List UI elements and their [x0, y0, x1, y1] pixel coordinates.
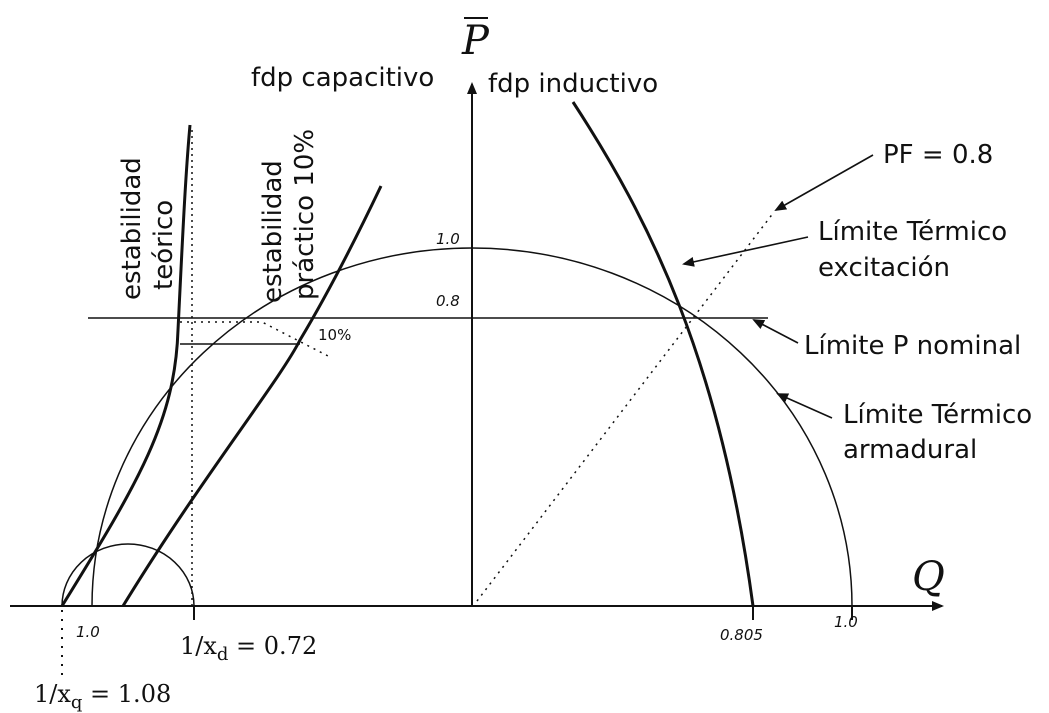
- practical-stability-curve: [121, 185, 383, 607]
- pf-line: [476, 211, 775, 602]
- p-axis-label: P: [461, 18, 490, 64]
- arrow-pf: [774, 154, 874, 211]
- arrow-armadural: [776, 393, 833, 419]
- svg-text:estabilidad: estabilidad: [258, 160, 288, 303]
- svg-text:práctico 10%: práctico 10%: [290, 129, 320, 300]
- estabilidad-practico-label: estabilidad práctico 10%: [258, 129, 320, 303]
- arrow-excitacion: [682, 236, 809, 267]
- tick-q-1-0-right: 1.0: [834, 613, 858, 631]
- xd-label: 1/xd = 0.72: [180, 632, 317, 665]
- tick-p-1-0: 1.0: [436, 230, 460, 248]
- stability-small-circle: [61, 543, 195, 607]
- excitation-limit-curve: [571, 101, 755, 607]
- xq-label: 1/xq = 1.08: [34, 680, 171, 713]
- armadural-label-line2: armadural: [843, 435, 977, 465]
- q-axis-label: Q: [912, 554, 945, 600]
- armature-limit-arc: [91, 247, 853, 607]
- svg-text:estabilidad: estabilidad: [117, 157, 147, 300]
- ten-percent-dotted-triangle: [180, 321, 329, 357]
- fdp-capacitivo-label: fdp capacitivo: [251, 63, 434, 93]
- pf-label: PF = 0.8: [883, 140, 993, 170]
- tick-p-0-8: 0.8: [436, 292, 460, 310]
- excitacion-label-line2: excitación: [818, 253, 950, 283]
- theoretical-stability-curve: [60, 124, 192, 607]
- excitacion-label-line1: Límite Térmico: [818, 217, 1007, 247]
- ten-percent-label: 10%: [318, 326, 351, 344]
- armadural-label-line1: Límite Térmico: [843, 400, 1032, 430]
- p-nominal-label: Límite P nominal: [804, 331, 1021, 361]
- tick-q-1-0-left: 1.0: [76, 623, 100, 641]
- estabilidad-teorico-label: estabilidad teórico: [117, 157, 179, 300]
- svg-text:teórico: teórico: [149, 200, 179, 290]
- arrow-p-nominal: [752, 319, 799, 344]
- tick-q-0805: 0.805: [720, 626, 763, 644]
- fdp-inductivo-label: fdp inductivo: [488, 69, 658, 99]
